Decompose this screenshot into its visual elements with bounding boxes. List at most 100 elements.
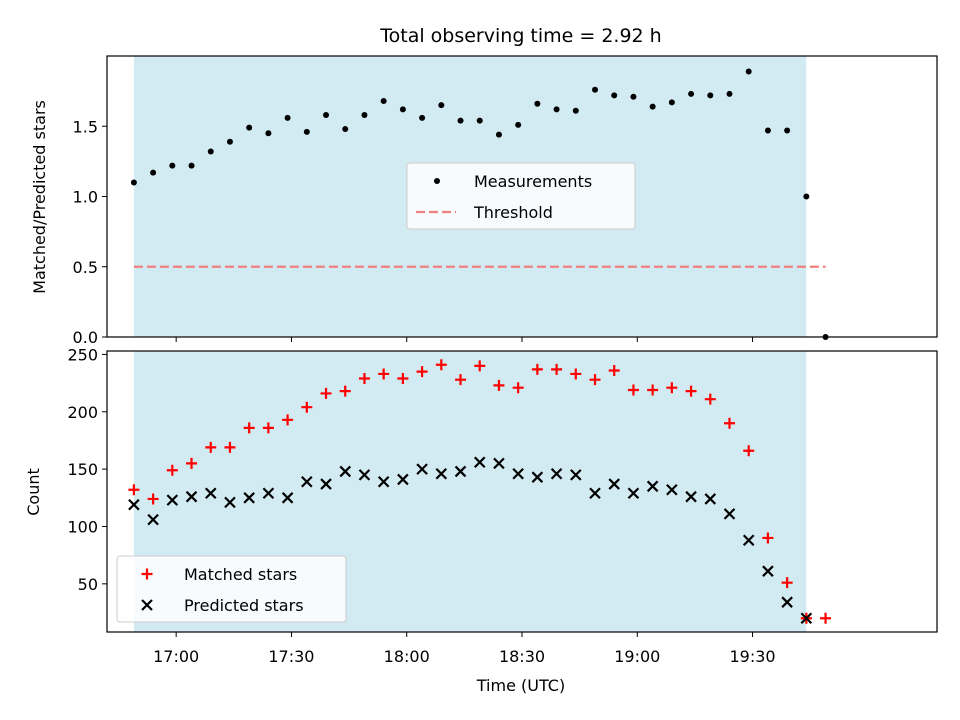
y-tick-label: 250 [67,345,98,364]
predicted-star-point [589,487,601,499]
measurement-point [303,128,310,135]
x-tick-label: 17:30 [268,647,314,666]
predicted-star-point [493,457,505,470]
y-tick-label: 0.5 [73,258,98,277]
measurement-point [688,90,695,97]
legend-matched-swatch [141,568,153,580]
chart-title: Total observing time = 2.92 h [379,25,661,47]
x-tick-label: 18:00 [384,647,430,666]
matched-star-point [243,422,255,434]
legend-label: Predicted stars [184,596,304,615]
matched-star-point [128,484,140,496]
measurement-point [764,127,771,134]
measurement-point [592,86,599,93]
matched-star-point [282,414,294,426]
matched-star-point [685,385,697,397]
y-tick-label: 0.0 [73,328,98,347]
measurement-point [649,103,656,110]
x-axis-label: Time (UTC) [476,676,565,695]
measurement-point [169,162,176,169]
predicted-star-point [685,490,697,503]
predicted-star-point [281,492,294,504]
x-tick-label: 19:30 [730,647,776,666]
legend-box [406,162,636,230]
predicted-star-point [358,469,371,481]
matched-star-point [666,382,678,394]
matched-star-point [147,493,159,505]
predicted-star-point [301,475,313,488]
matched-star-point [339,385,351,397]
measurement-point [150,169,157,176]
predicted-star-point [473,456,486,469]
measurement-point [399,106,406,113]
predicted-star-point [262,487,275,499]
y-tick-label: 100 [67,517,98,536]
x-tick-label: 19:00 [614,647,660,666]
data-area [130,68,826,268]
predicted-star-point [512,467,524,480]
matched-star-point [455,374,467,386]
predicted-star-point [128,498,140,511]
matched-star-point [781,577,793,589]
predicted-star-point [704,493,717,505]
predicted-star-point [531,471,544,483]
matched-star-point [743,445,755,457]
matched-star-point [205,441,217,453]
predicted-star-point [397,473,409,486]
measurement-point [188,162,195,169]
measurement-point [476,117,483,124]
measurement-point [457,117,464,124]
predicted-star-point [800,612,813,625]
measurement-point [207,148,214,155]
predicted-star-point [166,494,179,506]
predicted-star-point [416,463,428,475]
y-tick-label: 50 [78,575,98,594]
measurement-point [342,126,349,133]
y-tick-label: 1.5 [73,117,98,136]
matched-star-point [531,363,543,375]
measurement-point [265,130,272,137]
measurement-point [323,112,330,119]
matched-star-point [589,374,601,386]
bottom-y-axis-label: Count [24,468,43,516]
predicted-star-point [550,467,563,480]
measurement-point [803,193,810,200]
matched-star-point [435,359,447,371]
measurement-point [419,114,426,121]
matched-star-point [474,360,486,372]
legend-box [116,555,347,623]
predicted-star-point [723,508,736,520]
predicted-star-point [147,513,159,526]
measurement-point [284,114,291,121]
legend: Matched stars Predicted stars [116,555,347,623]
matched-star-point [551,363,563,375]
matched-star-point [570,368,582,380]
measurement-point [130,179,137,186]
legend: Measurements Threshold [406,162,636,230]
matched-star-point [493,379,505,391]
measurement-point [226,138,233,145]
predicted-star-point [377,475,390,488]
matched-star-point [224,441,236,453]
measurement-point [553,106,560,113]
matched-star-point [378,368,390,380]
predicted-star-point [339,465,352,478]
measurement-point [515,121,522,128]
predicted-star-point [320,478,332,490]
matched-star-point [704,393,716,405]
matched-star-point [397,373,409,385]
matched-star-point [186,457,198,469]
predicted-star-point [666,484,678,496]
matched-star-point [647,384,659,396]
predicted-star-point [742,534,755,547]
predicted-star-point [646,480,659,493]
x-tick-label: 17:00 [153,647,199,666]
matched-star-point [416,366,428,378]
measurement-point [380,97,387,104]
measurement-point [438,102,445,109]
predicted-star-point [204,487,217,499]
legend-predicted-swatch [141,599,153,611]
predicted-star-point [224,496,236,509]
measurement-point [668,99,675,106]
